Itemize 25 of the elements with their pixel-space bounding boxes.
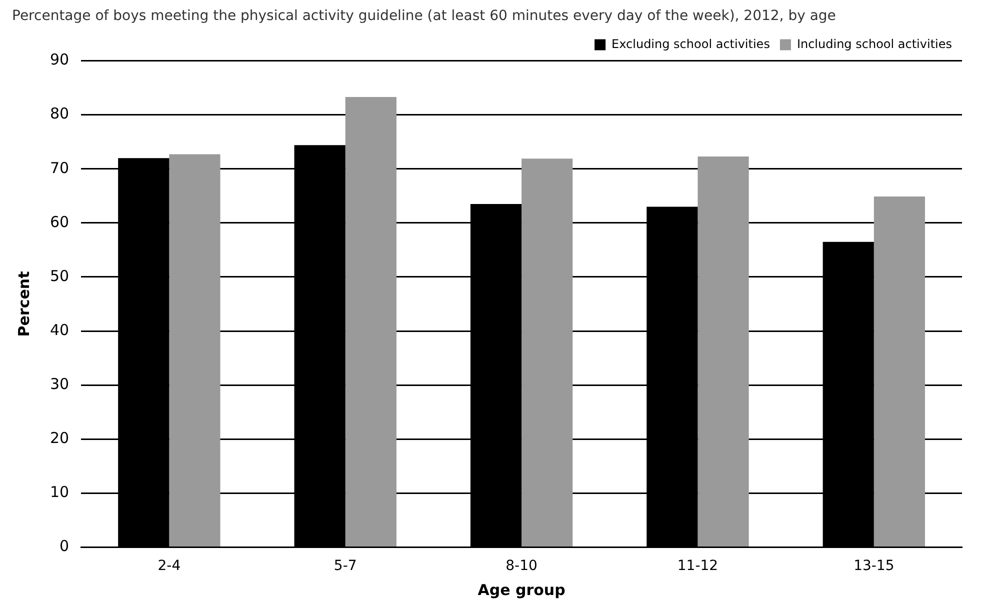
y-tick-label: 90 [50, 50, 70, 69]
bar [698, 156, 749, 546]
legend-label: Excluding school activities [612, 36, 770, 51]
y-tick-label: 60 [50, 212, 70, 231]
bar [169, 154, 220, 546]
x-tick-label: 8-10 [506, 558, 538, 574]
bar [874, 196, 925, 546]
chart-title: Percentage of boys meeting the physical activity guideline (at least 60 minutes every day of the week), 2012, by age [12, 8, 836, 24]
bar [522, 158, 573, 546]
y-tick-label: 40 [50, 320, 70, 339]
y-tick-label: 30 [50, 374, 70, 393]
x-tick-label: 11-12 [677, 558, 718, 574]
y-axis-title: Percent [14, 271, 33, 337]
x-tick-label: 2-4 [158, 558, 181, 574]
y-tick-label: 50 [50, 266, 70, 285]
y-tick-label: 80 [50, 104, 70, 123]
y-tick-label: 70 [50, 158, 70, 177]
legend-label: Including school activities [796, 36, 952, 51]
y-tick-label: 0 [60, 537, 70, 556]
x-tick-label: 13-15 [854, 558, 894, 574]
y-tick-label: 10 [50, 483, 70, 502]
x-axis-title: Age group [478, 580, 566, 599]
x-tick-label: 5-7 [334, 558, 357, 574]
y-tick-label: 20 [50, 429, 70, 447]
bar [345, 97, 396, 546]
